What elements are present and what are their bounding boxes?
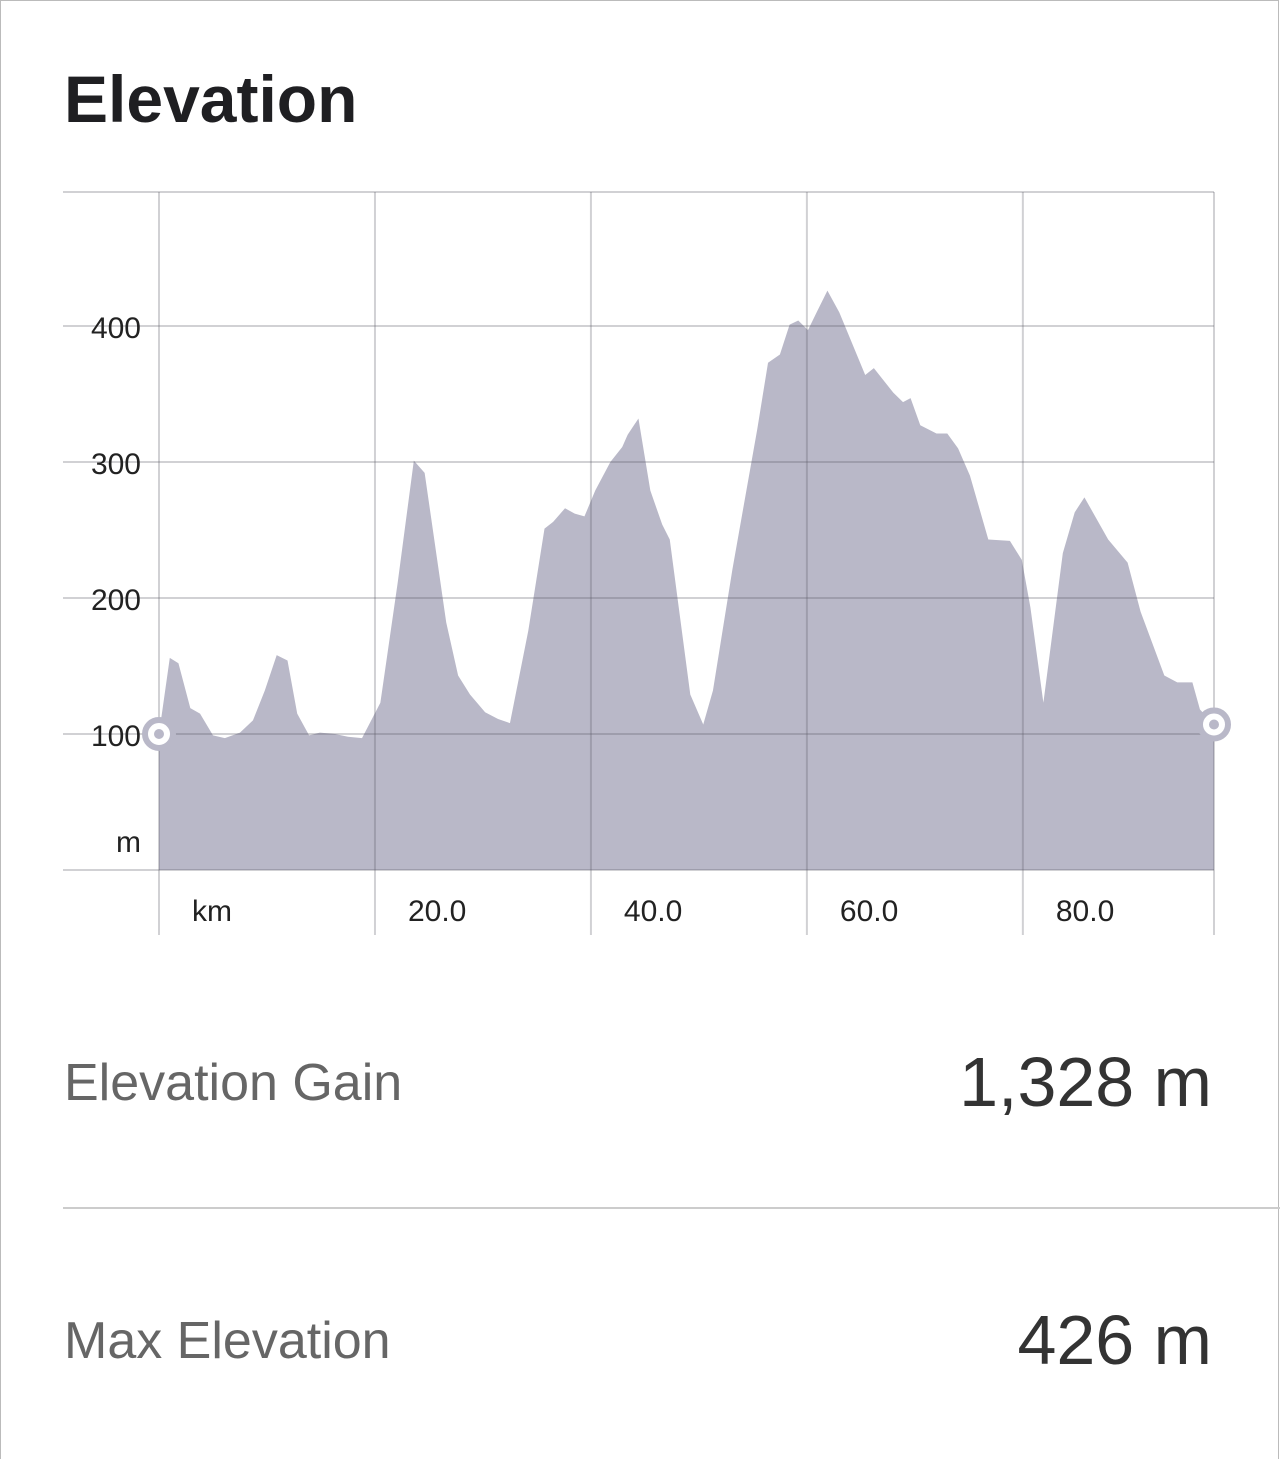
x-tick-label: 60.0: [840, 895, 898, 928]
x-tick-label: 40.0: [624, 895, 682, 928]
chart: m 100 200 300 400 km 20.0 40.0 60.0 80.0: [63, 191, 1231, 935]
y-tick-label: 400: [91, 312, 141, 345]
x-tick-label: 80.0: [1056, 895, 1114, 928]
title: Elevation: [64, 62, 357, 136]
stat-label: Max Elevation: [64, 1312, 391, 1370]
stat-value: 426 m: [1017, 1301, 1212, 1379]
stat-value: 1,328 m: [959, 1043, 1212, 1121]
x-tick-label: km: [192, 895, 232, 928]
y-tick-label: m: [116, 826, 141, 859]
y-tick-label: 100: [91, 720, 141, 753]
elevation-area: [159, 290, 1214, 870]
endpoint-dot: [1209, 719, 1219, 730]
y-tick-label: 300: [91, 448, 141, 481]
y-tick-label: 200: [91, 584, 141, 617]
endpoint-dot: [154, 729, 164, 739]
stat-label: Elevation Gain: [64, 1054, 402, 1112]
x-tick-label: 20.0: [408, 895, 466, 928]
